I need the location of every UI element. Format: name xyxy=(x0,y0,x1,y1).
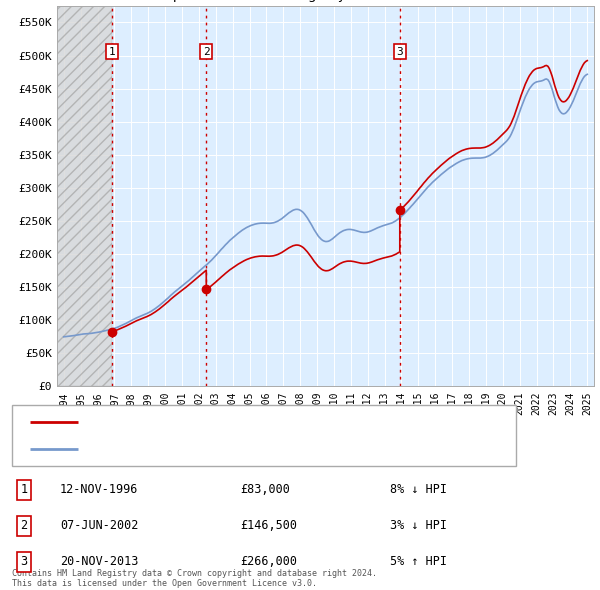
Text: 20-NOV-2013: 20-NOV-2013 xyxy=(60,555,139,568)
Text: Contains HM Land Registry data © Crown copyright and database right 2024.
This d: Contains HM Land Registry data © Crown c… xyxy=(12,569,377,588)
Text: 1: 1 xyxy=(20,483,28,496)
Bar xyxy=(57,6,112,386)
Text: 2: 2 xyxy=(203,47,209,57)
Text: 5% ↑ HPI: 5% ↑ HPI xyxy=(390,555,447,568)
Text: 12-NOV-1996: 12-NOV-1996 xyxy=(60,483,139,496)
Bar xyxy=(12,405,516,466)
Text: 07-JUN-2002: 07-JUN-2002 xyxy=(60,519,139,532)
Text: 3% ↓ HPI: 3% ↓ HPI xyxy=(390,519,447,532)
Title: 8, NORTH GROVE AVENUE, WETHERBY, LS22 7PZ
Price paid vs. HM Land Registry's Hous: 8, NORTH GROVE AVENUE, WETHERBY, LS22 7P… xyxy=(136,0,515,2)
Text: £266,000: £266,000 xyxy=(240,555,297,568)
Text: 1: 1 xyxy=(109,47,116,57)
Text: 8% ↓ HPI: 8% ↓ HPI xyxy=(390,483,447,496)
Text: £83,000: £83,000 xyxy=(240,483,290,496)
Text: 8, NORTH GROVE AVENUE, WETHERBY, LS22 7PZ (detached house): 8, NORTH GROVE AVENUE, WETHERBY, LS22 7P… xyxy=(90,417,452,427)
Text: HPI: Average price, detached house, Leeds: HPI: Average price, detached house, Leed… xyxy=(90,444,346,454)
Text: 2: 2 xyxy=(20,519,28,532)
Text: £146,500: £146,500 xyxy=(240,519,297,532)
Text: 3: 3 xyxy=(397,47,403,57)
Text: 3: 3 xyxy=(20,555,28,568)
